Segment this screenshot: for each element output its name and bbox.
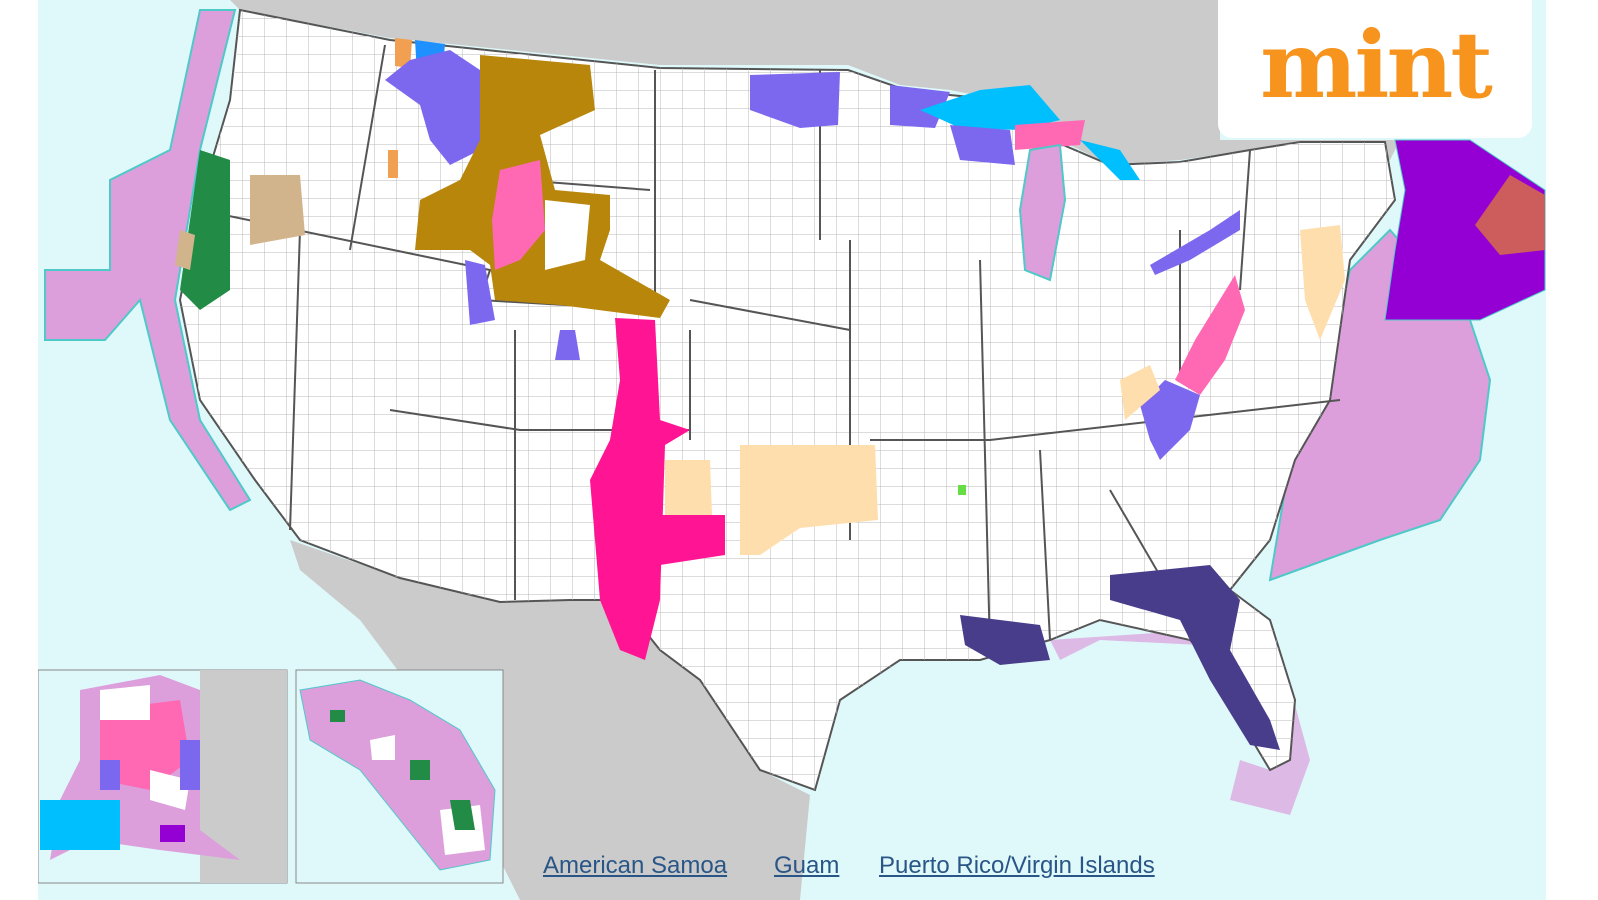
alert-magenta-texas-panhandle: [660, 515, 725, 565]
american-samoa-link[interactable]: American Samoa: [543, 852, 728, 879]
alert-dark-purple-gulf-coast: [960, 565, 1280, 750]
alert-tan-california-coast: [175, 230, 195, 270]
alert-pink-michigan-up: [1015, 120, 1085, 150]
alert-gold-montana-wyoming: [415, 55, 670, 318]
pacific-marine-warning: [44, 9, 252, 512]
weather-alert-map: [38, 0, 1546, 900]
alert-tan-oregon: [250, 175, 305, 245]
alert-purple-north-dakota-minnesota: [750, 72, 950, 128]
alert-purple-appalachia: [1140, 380, 1200, 460]
alaska-inset: [38, 669, 288, 884]
alert-peach-oklahoma: [740, 445, 878, 555]
puerto-rico-virgin-islands-link[interactable]: Puerto Rico/Virgin Islands: [879, 852, 1155, 879]
alert-peach-kentucky: [1120, 365, 1160, 420]
guam-link[interactable]: Guam: [774, 852, 840, 879]
alert-purple-wisconsin: [950, 125, 1015, 165]
territory-links: American Samoa Guam Puerto Rico/Virgin I…: [0, 852, 1598, 882]
canada-land: [230, 0, 1400, 165]
hawaii-inset: [295, 669, 504, 884]
alert-cyan-lake-superior: [920, 85, 1060, 130]
alert-green-arkansas: [958, 485, 966, 495]
alert-green-nw-california: [180, 150, 230, 310]
alert-cyan-lake-huron: [1080, 140, 1140, 180]
mint-logo: mint: [1218, 0, 1532, 138]
northeast-marine-gale: [1475, 175, 1545, 255]
alert-orange-idaho: [388, 38, 412, 178]
alert-purple-montana: [385, 50, 480, 165]
alert-purple-lake-erie: [1150, 210, 1240, 275]
alert-purple-utah: [465, 260, 580, 360]
alert-pink-wyoming: [492, 160, 545, 270]
alert-lake-michigan: [1018, 143, 1067, 282]
alert-white-wyoming-gap: [545, 200, 590, 270]
alert-pink-west-virginia: [1175, 275, 1245, 395]
mexico-land: [290, 540, 810, 900]
alert-magenta-colorado-newmexico: [590, 318, 690, 660]
alert-peach-new-jersey: [1300, 225, 1345, 340]
mint-logo-text: mint: [1260, 11, 1493, 119]
alert-peach-kansas: [665, 460, 712, 515]
